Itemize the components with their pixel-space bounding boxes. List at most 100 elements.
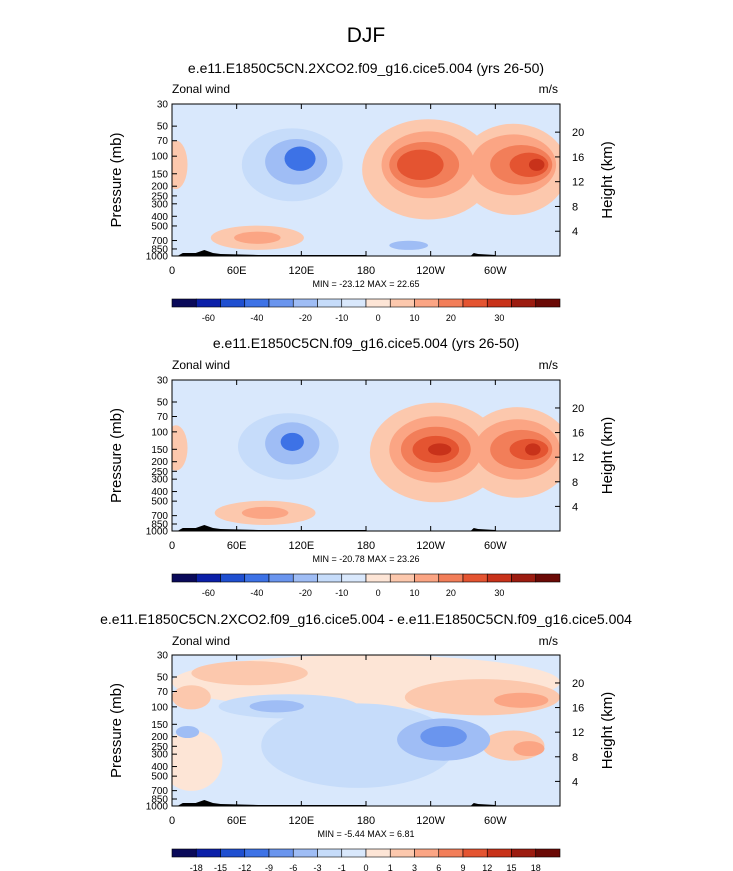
y-axis-right-label: Height (km) — [599, 417, 616, 495]
terrain — [177, 250, 369, 256]
contour-region — [525, 443, 541, 456]
y-tick-label: 250 — [151, 467, 168, 478]
contour-region — [172, 685, 211, 710]
y-tick-label: 30 — [157, 376, 169, 387]
units-label: m/s — [539, 358, 558, 372]
height-tick-label: 20 — [572, 127, 584, 139]
colorbar-swatch — [462, 848, 488, 858]
y-tick-label: 500 — [151, 497, 168, 508]
colorbar-swatch — [486, 298, 512, 308]
x-tick-label: 120E — [288, 265, 314, 277]
contour-region — [513, 741, 545, 757]
y-tick-label: 850 — [151, 795, 168, 806]
colorbar-swatch — [486, 573, 512, 583]
colorbar-label: 0 — [376, 588, 381, 598]
colorbar-label: 0 — [363, 863, 368, 871]
contour-region — [172, 730, 223, 791]
y-tick-label: 70 — [157, 136, 169, 147]
panel-title: e.e11.E1850C5CN.2XCO2.f09_g16.cice5.004 … — [188, 60, 544, 76]
y-axis-label: Pressure (mb) — [108, 132, 125, 227]
colorbar-swatch — [535, 848, 561, 858]
colorbar-swatch — [292, 573, 318, 583]
colorbar-label: 30 — [494, 588, 504, 598]
y-tick-label: 200 — [151, 457, 168, 468]
colorbar-swatch — [268, 848, 294, 858]
panel-2: e.e11.E1850C5CN.f09_g16.cice5.004 (yrs 2… — [108, 335, 616, 598]
colorbar-label: -20 — [299, 313, 312, 323]
contour-field — [172, 655, 560, 806]
colorbar-swatch — [486, 848, 512, 858]
y-tick-label: 1000 — [146, 527, 169, 538]
y-tick-label: 300 — [151, 199, 168, 210]
variable-label: Zonal wind — [172, 358, 230, 372]
height-tick-label: 20 — [572, 403, 584, 415]
colorbar-swatch — [195, 573, 221, 583]
y-tick-label: 100 — [151, 702, 168, 713]
y-tick-label: 400 — [151, 487, 168, 498]
colorbar-label: -60 — [202, 588, 215, 598]
y-tick-label: 300 — [151, 475, 168, 486]
contour-region — [241, 506, 289, 519]
colorbar-swatch — [365, 298, 391, 308]
panel-title: e.e11.E1850C5CN.2XCO2.f09_g16.cice5.004 … — [100, 611, 632, 627]
colorbar-label: -3 — [313, 863, 321, 871]
colorbar-swatch — [462, 573, 488, 583]
height-tick-label: 8 — [572, 752, 578, 764]
y-tick-label: 300 — [151, 750, 168, 761]
y-tick-label: 500 — [151, 772, 168, 783]
contour-region — [494, 692, 549, 708]
terrain — [470, 253, 498, 256]
colorbar-swatch — [462, 298, 488, 308]
colorbar-swatch — [244, 573, 270, 583]
height-tick-label: 16 — [572, 703, 584, 715]
colorbar-label: 20 — [446, 313, 456, 323]
colorbar-label: 6 — [436, 863, 441, 871]
units-label: m/s — [539, 634, 558, 648]
contour-region — [172, 140, 188, 190]
colorbar-swatch — [317, 573, 343, 583]
y-tick-label: 200 — [151, 182, 168, 193]
contour-region — [528, 158, 545, 171]
y-tick-label: 250 — [151, 742, 168, 753]
x-tick-label: 0 — [169, 540, 175, 552]
height-tick-label: 4 — [572, 501, 578, 513]
colorbar-label: 12 — [482, 863, 492, 871]
y-axis-right-label: Height (km) — [599, 141, 616, 219]
y-tick-label: 150 — [151, 445, 168, 456]
contour-region — [249, 700, 304, 713]
y-tick-label: 200 — [151, 732, 168, 743]
colorbar-label: -12 — [238, 863, 251, 871]
colorbar-label: 10 — [409, 588, 419, 598]
colorbar-swatch — [414, 573, 440, 583]
colorbar-swatch — [317, 848, 343, 858]
colorbar-swatch — [268, 573, 294, 583]
contour-region — [280, 432, 304, 451]
colorbar-swatch — [535, 573, 561, 583]
colorbar-swatch — [244, 848, 270, 858]
x-tick-label: 60E — [227, 815, 247, 827]
terrain — [177, 525, 369, 531]
colorbar-swatch — [220, 848, 246, 858]
x-tick-label: 180 — [357, 265, 375, 277]
x-tick-label: 120W — [416, 265, 445, 277]
y-tick-label: 100 — [151, 152, 168, 163]
x-tick-label: 0 — [169, 815, 175, 827]
contour-region — [234, 231, 281, 244]
panel-1: e.e11.E1850C5CN.2XCO2.f09_g16.cice5.004 … — [108, 60, 616, 323]
colorbar-swatch — [511, 848, 537, 858]
colorbar-label: -10 — [335, 588, 348, 598]
height-tick-label: 8 — [572, 477, 578, 489]
colorbar-swatch — [171, 298, 197, 308]
panel-3: e.e11.E1850C5CN.2XCO2.f09_g16.cice5.004 … — [100, 611, 632, 871]
colorbar-swatch — [389, 848, 415, 858]
panel-title: e.e11.E1850C5CN.f09_g16.cice5.004 (yrs 2… — [213, 335, 519, 351]
colorbar-label: 1 — [388, 863, 393, 871]
page-title: DJF — [347, 24, 386, 47]
contour-region — [284, 146, 316, 171]
contour-region — [261, 703, 456, 788]
y-tick-label: 850 — [151, 520, 168, 531]
y-tick-label: 700 — [151, 236, 168, 247]
colorbar-label: 0 — [376, 313, 381, 323]
colorbar-swatch — [292, 298, 318, 308]
x-tick-label: 120W — [416, 815, 445, 827]
